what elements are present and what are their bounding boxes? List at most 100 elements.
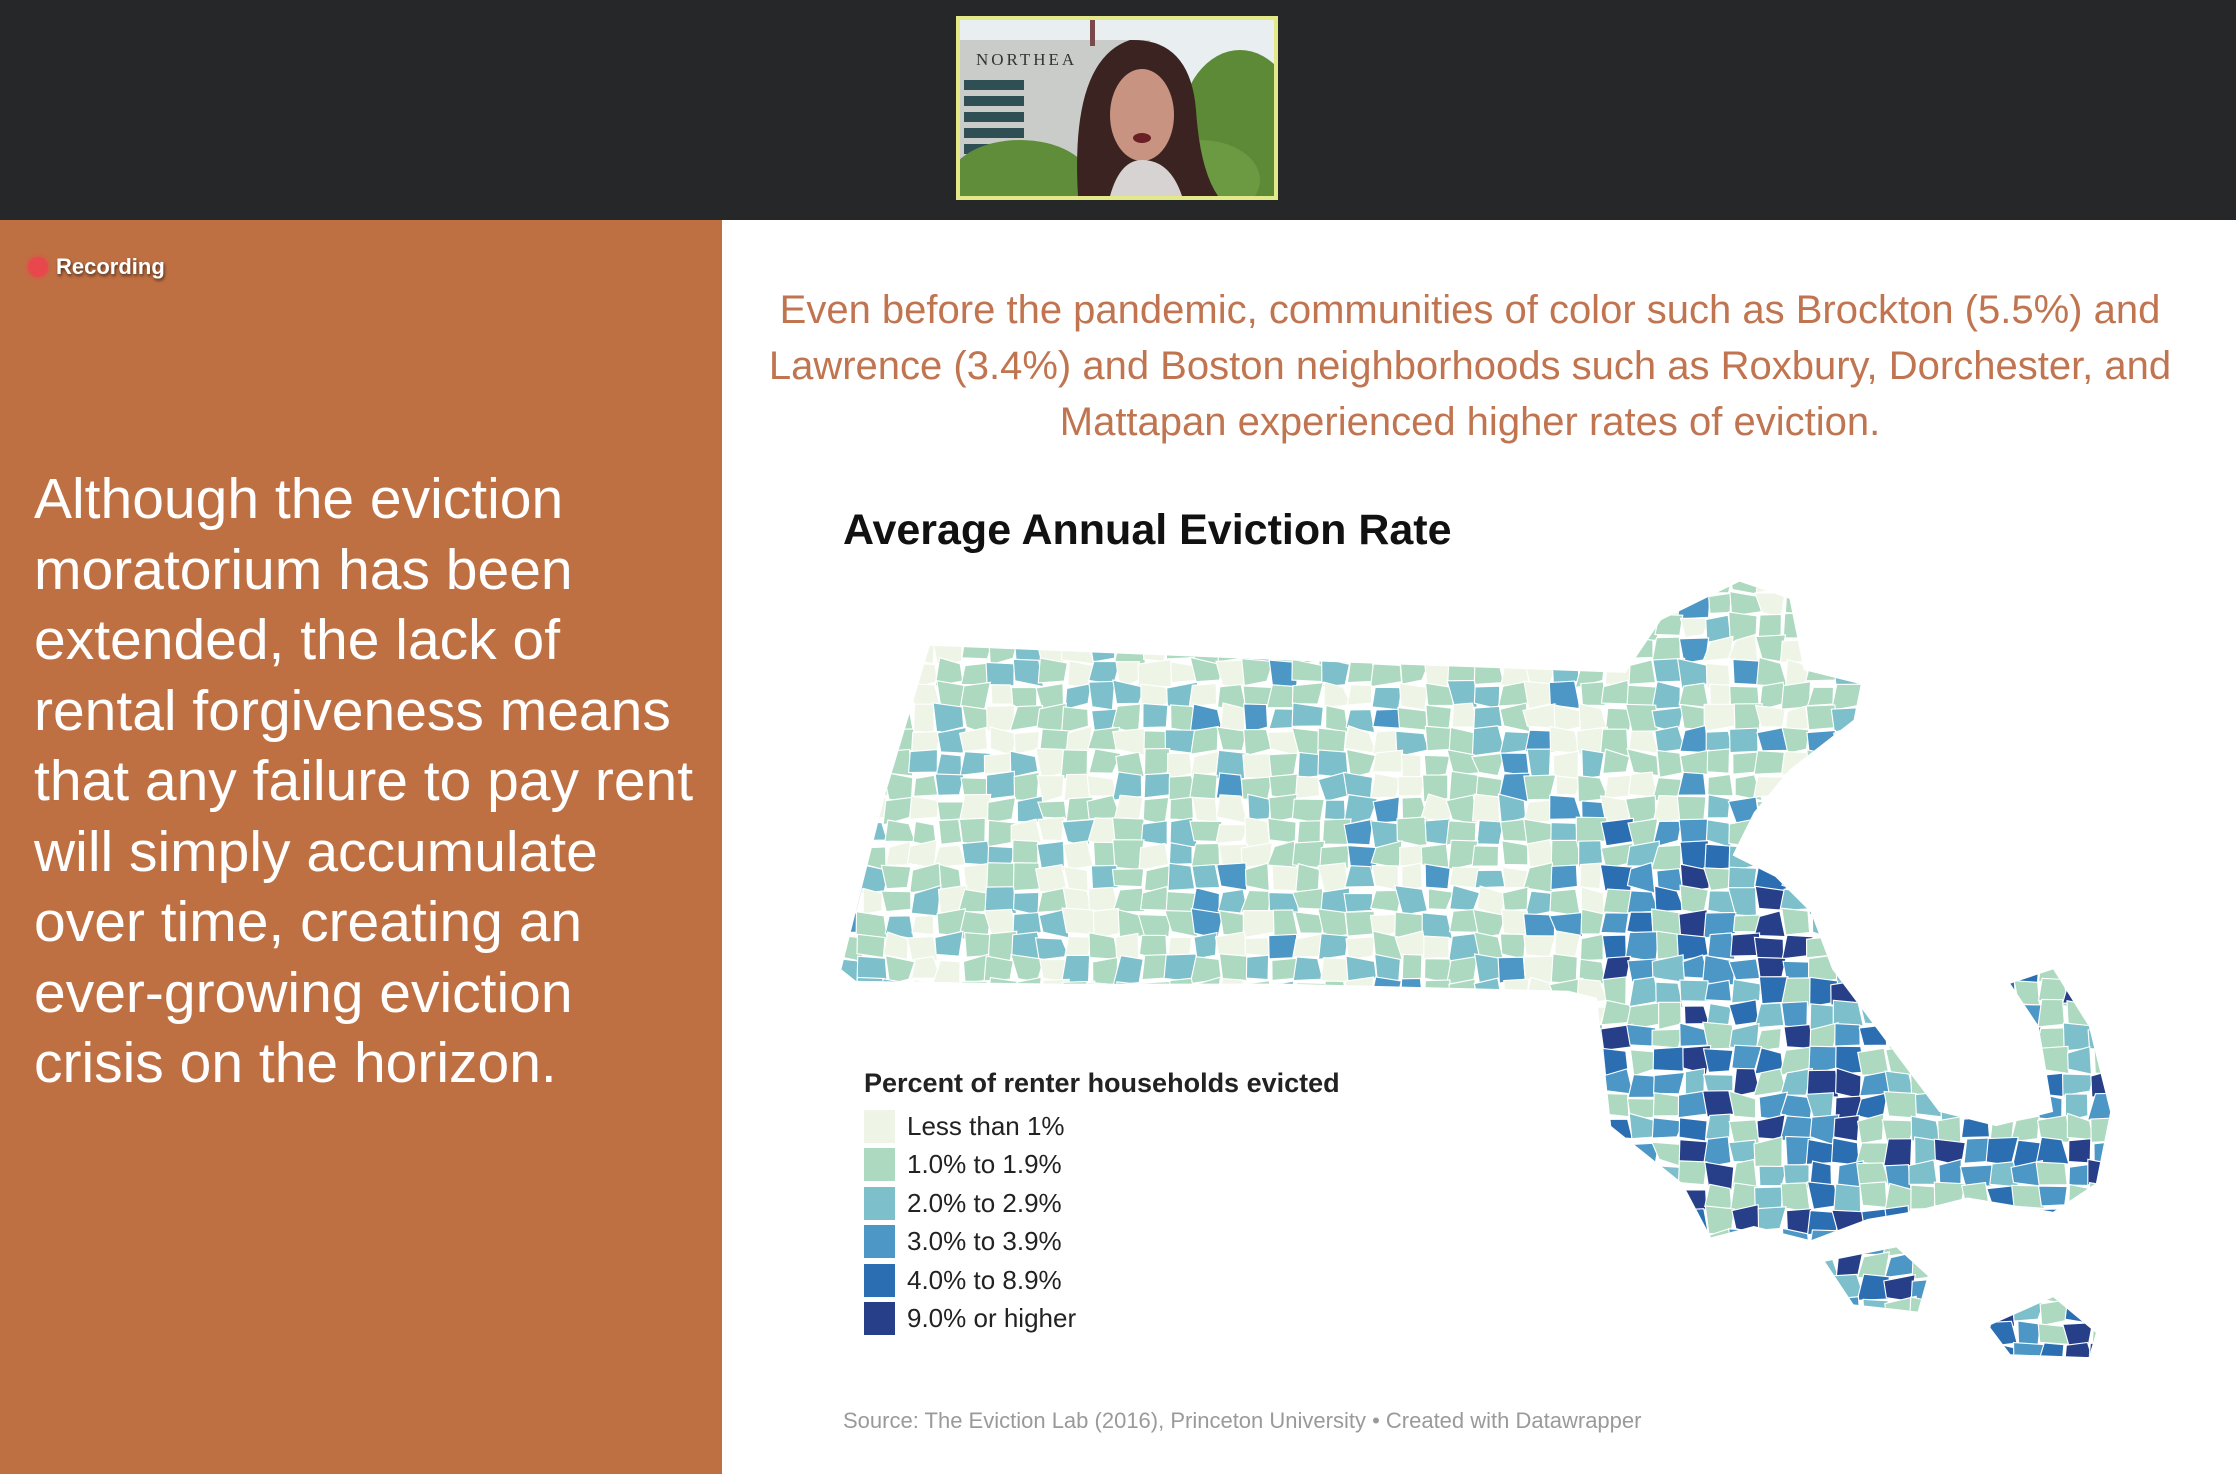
map-municipality <box>933 617 965 642</box>
map-municipality <box>1939 1092 1964 1121</box>
map-municipality <box>1009 750 1039 779</box>
map-municipality <box>1471 1277 1507 1303</box>
map-municipality <box>1394 1206 1427 1231</box>
map-municipality <box>1884 773 1912 800</box>
map-municipality <box>1399 638 1430 663</box>
map-municipality <box>1805 1138 1837 1166</box>
map-municipality <box>1934 954 1965 985</box>
map-municipality <box>2061 793 2095 826</box>
map-municipality <box>1090 1343 1120 1358</box>
map-municipality <box>1961 1301 1991 1324</box>
map-municipality <box>1397 1092 1429 1119</box>
map-municipality <box>1937 686 1966 712</box>
map-municipality <box>1424 863 1451 890</box>
map-municipality <box>1245 1000 1270 1025</box>
map-municipality <box>855 1005 886 1027</box>
map-municipality <box>2093 1048 2111 1076</box>
map-municipality <box>1985 684 2016 712</box>
map-municipality <box>1503 978 1530 1008</box>
map-municipality <box>2039 1298 2069 1327</box>
map-municipality <box>1730 978 1762 1004</box>
map-municipality <box>1036 774 1065 804</box>
map-municipality <box>1934 771 1968 800</box>
map-municipality <box>1470 1136 1507 1167</box>
map-municipality <box>841 1004 864 1031</box>
map-municipality <box>1574 1272 1606 1305</box>
map-municipality <box>2062 728 2097 756</box>
map-municipality <box>1628 1207 1658 1234</box>
map-municipality <box>1291 681 1325 705</box>
map-municipality <box>1988 1272 2014 1304</box>
map-municipality <box>1754 1027 1782 1052</box>
map-municipality <box>1911 1254 1940 1280</box>
map-municipality <box>2090 842 2111 871</box>
map-municipality <box>2040 1229 2071 1255</box>
participant-video-tile[interactable]: NORTHEA <box>956 16 1278 200</box>
map-municipality <box>1343 999 1374 1029</box>
map-municipality <box>1628 976 1660 1008</box>
map-municipality <box>1299 581 1324 597</box>
map-municipality <box>1445 1297 1481 1324</box>
map-municipality <box>2038 633 2071 664</box>
map-municipality <box>2088 611 2111 641</box>
map-municipality <box>1245 954 1270 981</box>
map-municipality <box>1548 1186 1580 1213</box>
map-municipality <box>1062 611 1092 644</box>
map-municipality <box>1347 1251 1377 1282</box>
map-municipality <box>1988 862 2012 890</box>
map-municipality <box>1703 911 1737 939</box>
map-municipality <box>1985 1207 2020 1237</box>
map-municipality <box>1604 707 1633 731</box>
map-municipality <box>1912 1048 1942 1076</box>
map-municipality <box>1420 1230 1455 1257</box>
map-municipality <box>857 581 888 592</box>
map-municipality <box>1471 612 1507 637</box>
map-municipality <box>1373 1048 1401 1072</box>
map-municipality <box>1653 1272 1685 1300</box>
map-municipality <box>841 1228 864 1259</box>
map-municipality <box>1012 581 1040 592</box>
map-municipality <box>1372 1321 1400 1348</box>
map-municipality <box>1191 863 1221 889</box>
map-municipality <box>1346 634 1373 660</box>
map-municipality <box>1369 589 1401 621</box>
map-municipality <box>1445 1021 1478 1053</box>
map-municipality <box>1291 658 1324 683</box>
map-municipality <box>841 707 865 729</box>
map-municipality <box>1599 864 1634 894</box>
map-municipality <box>1959 1345 1993 1358</box>
map-municipality <box>1473 705 1503 731</box>
map-municipality <box>2016 581 2043 598</box>
map-municipality <box>1960 1253 1993 1282</box>
map-municipality <box>1961 1181 1991 1213</box>
map-municipality <box>1373 1301 1404 1327</box>
legend-item: 3.0% to 3.9% <box>864 1223 1340 1262</box>
map-municipality <box>1676 1189 1708 1211</box>
map-municipality <box>1677 771 1707 796</box>
map-municipality <box>1499 752 1530 777</box>
map-municipality <box>1425 1068 1453 1094</box>
map-municipality <box>1140 820 1168 846</box>
map-municipality <box>1605 1206 1632 1230</box>
map-municipality <box>1395 581 1426 598</box>
map-municipality <box>1679 979 1711 1002</box>
map-municipality <box>1754 704 1786 728</box>
map-municipality <box>2066 588 2095 617</box>
map-municipality <box>1499 999 1527 1026</box>
map-municipality <box>1863 705 1885 733</box>
map-municipality <box>1985 749 2017 777</box>
map-municipality <box>1143 747 1171 776</box>
map-municipality <box>1753 775 1788 798</box>
map-municipality <box>1447 1159 1479 1187</box>
map-municipality <box>841 1250 864 1278</box>
map-municipality <box>1835 907 1863 939</box>
map-municipality <box>1449 1070 1477 1098</box>
meeting-top-bar: NORTHEA <box>0 0 2236 220</box>
map-municipality <box>1343 589 1378 621</box>
map-municipality <box>1605 1318 1634 1347</box>
map-municipality <box>1216 726 1248 752</box>
map-municipality <box>960 1345 989 1358</box>
map-municipality <box>841 818 860 847</box>
map-municipality <box>1244 862 1270 892</box>
map-municipality <box>1753 1002 1785 1029</box>
